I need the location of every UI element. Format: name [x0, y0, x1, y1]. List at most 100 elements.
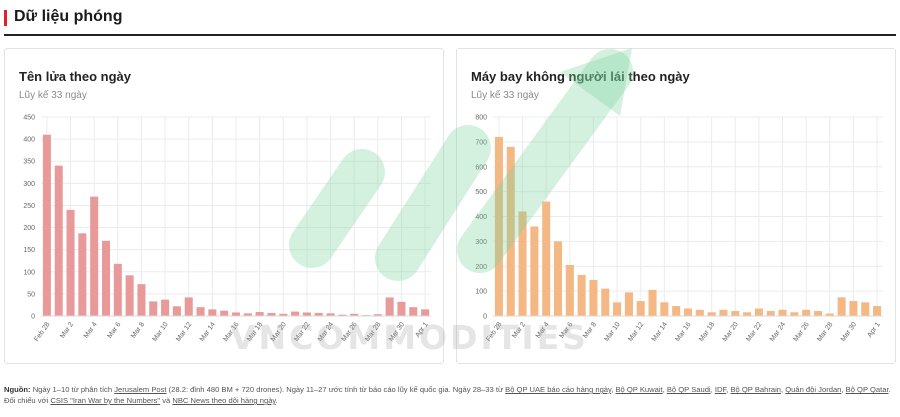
missiles-xtick-label: Mar 4	[83, 321, 99, 340]
drones-ytick-label: 100	[475, 289, 487, 296]
missiles-bar	[220, 310, 229, 316]
missiles-ytick-label: 50	[27, 291, 35, 298]
missiles-bar	[326, 313, 335, 316]
drones-xtick-label: Mar 30	[840, 321, 858, 343]
drones-bar	[565, 265, 574, 316]
missiles-bar	[243, 313, 252, 316]
source-link-saudi[interactable]: Bộ QP Saudi	[666, 385, 711, 394]
drones-xtick-label: Mar 20	[722, 321, 740, 343]
missiles-bar	[338, 314, 347, 316]
drones-xtick-label: Apr 1	[866, 321, 881, 339]
drones-bar	[719, 309, 728, 316]
missiles-bar	[54, 165, 63, 316]
missiles-ytick-label: 250	[23, 203, 35, 210]
source-text-1: Ngày 1–10 từ phân tích	[30, 385, 115, 394]
source-link-uae[interactable]: Bộ QP UAE báo cáo hàng ngày	[505, 385, 612, 394]
missiles-bar	[101, 240, 111, 316]
source-link-jordan[interactable]: Quân đội Jordan	[785, 385, 842, 394]
missiles-xtick-label: Mar 12	[175, 321, 193, 343]
source-label: Nguồn:	[4, 385, 31, 394]
drones-bar	[672, 306, 681, 316]
drones-chart-title: Máy bay không người lái theo ngày	[471, 69, 690, 84]
missiles-bar	[184, 297, 193, 316]
drones-xtick-label: Mar 24	[769, 321, 787, 343]
missiles-bar	[161, 299, 170, 316]
drones-bar	[731, 311, 740, 316]
drones-bar	[766, 311, 775, 316]
missiles-ytick-label: 350	[23, 159, 35, 166]
source-link-nbc[interactable]: NBC News theo dõi hàng ngày	[172, 396, 276, 405]
source-link-bahrain[interactable]: Bộ QP Bahrain	[730, 385, 782, 394]
missiles-bar	[231, 312, 241, 316]
drones-bar	[506, 146, 515, 316]
drones-bar	[861, 302, 870, 316]
missiles-bar	[42, 134, 51, 316]
drones-bar	[601, 288, 610, 316]
drones-xtick-label: Mar 18	[698, 321, 716, 343]
section-header: Dữ liệu phóng	[4, 6, 896, 36]
source-link-jpost[interactable]: Jerusalem Post	[114, 385, 167, 394]
drones-ytick-label: 700	[475, 139, 487, 146]
missiles-bar	[90, 196, 99, 316]
missiles-bar	[66, 209, 75, 316]
missiles-bar	[279, 313, 288, 316]
drones-xtick-label: Mar 14	[651, 321, 669, 343]
missiles-ytick-label: 400	[23, 137, 35, 144]
drones-xtick-label: Mar 22	[745, 321, 763, 343]
drones-ytick-label: 500	[475, 189, 487, 196]
missiles-chart-card: Tên lửa theo ngày Lũy kế 33 ngày 0 50 100 1…	[4, 48, 444, 364]
drones-ytick-label: 800	[475, 115, 487, 122]
drones-bar	[494, 136, 503, 316]
missiles-bar	[421, 309, 430, 316]
missiles-ytick-label: 100	[23, 269, 35, 276]
section-title: Dữ liệu phóng	[14, 8, 123, 25]
missiles-ytick-label: 0	[31, 314, 35, 321]
drones-ytick-label: 200	[475, 264, 487, 271]
missiles-bar	[196, 307, 205, 316]
drones-ytick-label: 0	[483, 314, 487, 321]
drones-bar	[660, 302, 669, 316]
missiles-bar	[291, 311, 300, 316]
drones-bar	[695, 309, 704, 316]
drones-bar	[636, 301, 645, 316]
watermark-text: VNCOMMODITIES	[230, 318, 589, 357]
missiles-xtick-label: Feb 28	[33, 321, 51, 343]
drones-bar	[778, 309, 787, 316]
source-sep-6: ,	[841, 385, 846, 394]
drones-bar	[530, 226, 539, 316]
drones-bar	[707, 312, 716, 316]
source-link-qatar[interactable]: Bộ QP Qatar	[845, 385, 889, 394]
missiles-bar	[125, 275, 134, 316]
source-sep-2: ,	[662, 385, 667, 394]
missiles-ytick-label: 300	[23, 181, 35, 188]
drones-ytick-label: 400	[475, 214, 487, 221]
drones-bar	[743, 312, 752, 316]
missiles-bar	[302, 312, 311, 316]
drones-bar	[813, 311, 823, 316]
drones-xtick-label: Mar 10	[603, 321, 621, 343]
drones-bar	[683, 308, 693, 316]
source-link-kuwait[interactable]: Bộ QP Kuwait	[615, 385, 663, 394]
missiles-bar	[314, 312, 323, 316]
missiles-xtick-label: Mar 2	[59, 321, 75, 340]
drones-bar	[518, 211, 527, 316]
source-text-5: .	[275, 396, 278, 405]
missiles-bar	[397, 301, 406, 316]
drones-ytick-label: 600	[475, 164, 487, 171]
source-text-2: (28.2: đỉnh 480 BM + 720 drones). Ngày 1…	[166, 385, 506, 394]
source-sep-3: ,	[710, 385, 715, 394]
missiles-bar	[267, 312, 276, 316]
drones-bar	[553, 241, 563, 316]
drones-bar	[802, 309, 811, 316]
drones-bar	[790, 312, 799, 316]
drones-xtick-label: Mar 12	[627, 321, 645, 343]
missiles-bar	[137, 284, 146, 316]
drones-bar	[825, 313, 834, 316]
source-link-csis[interactable]: CSIS "Iran War by the Numbers"	[50, 396, 161, 405]
drones-bar	[589, 279, 598, 316]
missiles-ytick-label: 200	[23, 225, 35, 232]
source-link-idf[interactable]: IDF	[714, 385, 727, 394]
missiles-chart-title: Tên lửa theo ngày	[19, 69, 131, 84]
source-sep-1: ,	[611, 385, 616, 394]
drones-bar	[837, 297, 846, 316]
